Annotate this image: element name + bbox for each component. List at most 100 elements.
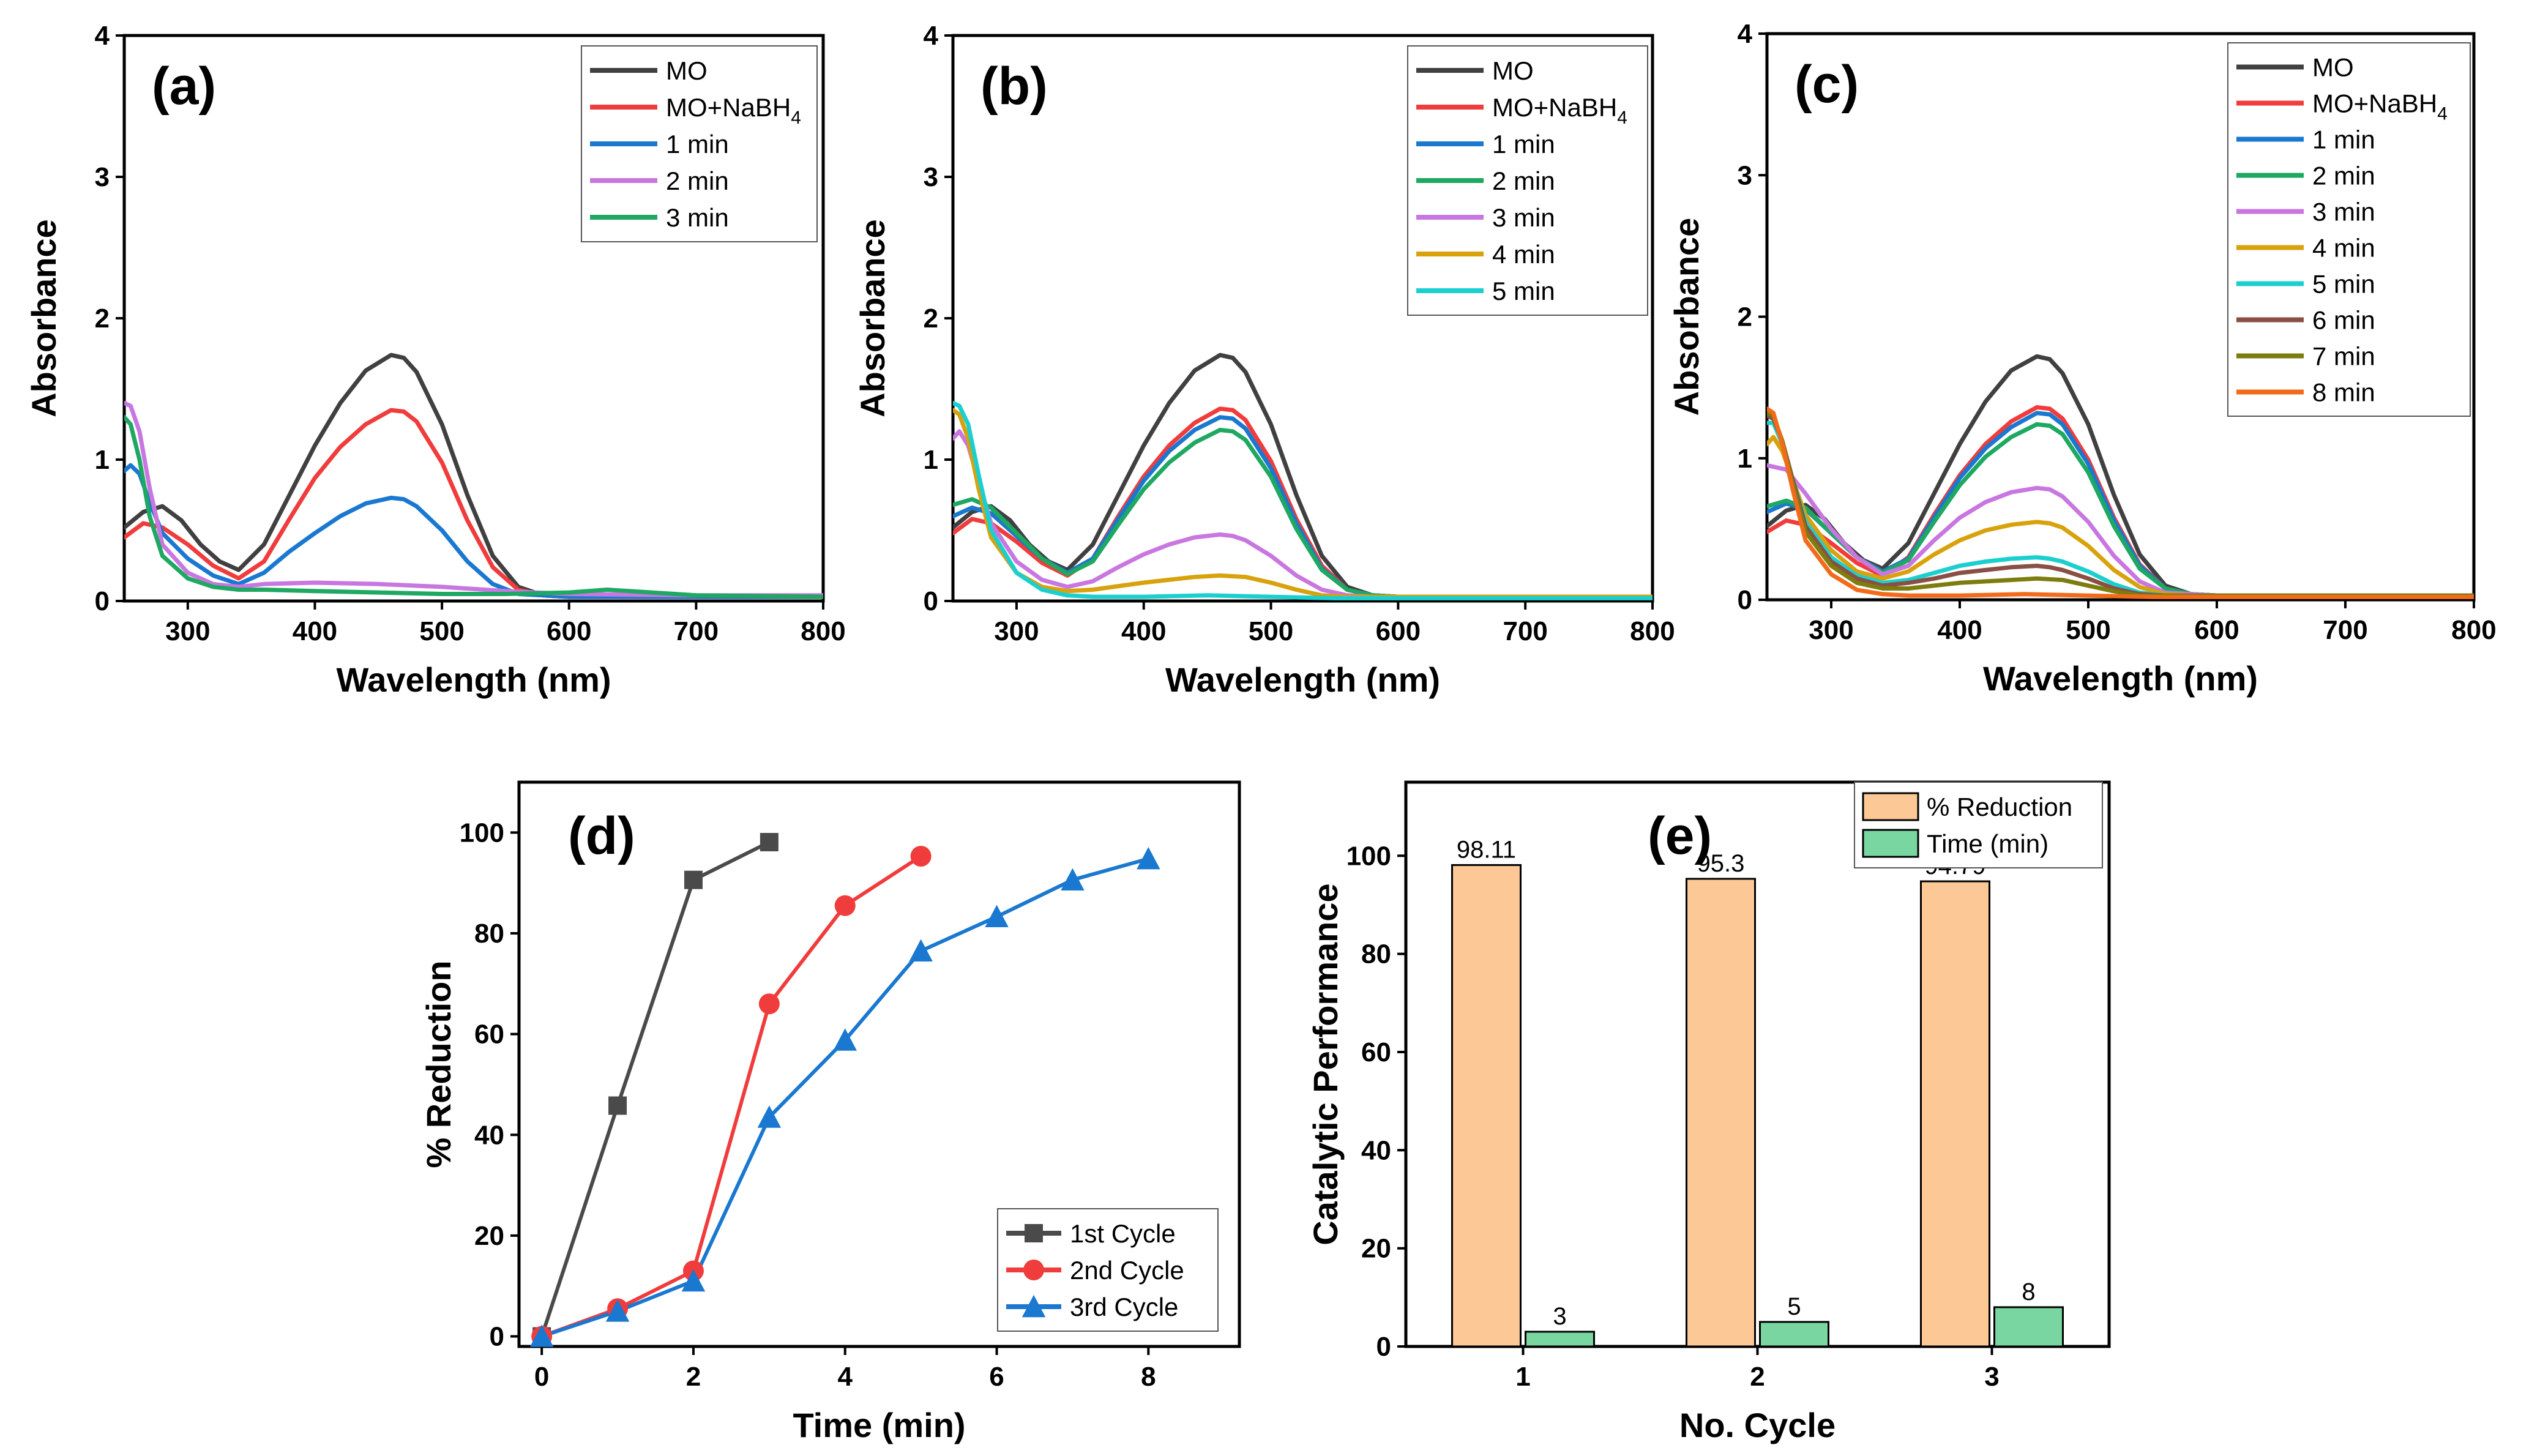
y-axis-title: Absorbance <box>24 219 63 417</box>
bar-time-2 <box>1759 1321 1829 1348</box>
y-tick-label: 100 <box>1346 841 1391 871</box>
data-point <box>834 895 856 916</box>
legend-label: 1 min <box>2312 125 2375 154</box>
y-tick-label: 80 <box>1361 939 1391 969</box>
plot-frame <box>517 780 1241 1348</box>
legend-label: Time (min) <box>1927 829 2049 858</box>
x-tick-label: 4 <box>838 1362 853 1392</box>
x-tick-label: 700 <box>674 616 719 646</box>
x-tick-label: 700 <box>1503 616 1547 646</box>
y-tick-label: 3 <box>1738 160 1752 190</box>
data-point <box>833 1028 857 1051</box>
legend-marker <box>1025 1224 1043 1242</box>
series-line-2-min <box>953 428 1653 599</box>
panel-b: 0 1 2 3 4 300 400 500 600 700 800 Wavelength (nm) Ab… <box>853 21 1675 699</box>
legend-label: MO <box>1492 56 1534 85</box>
series-line-3-min <box>124 415 823 599</box>
x-tick-label: 1 <box>1515 1362 1530 1392</box>
legend-label: 2 min <box>666 166 729 195</box>
panel-label: (d) <box>568 807 635 865</box>
legend-swatch <box>1862 829 1919 858</box>
data-point <box>757 1105 782 1128</box>
y-tick-label: 3 <box>95 162 110 192</box>
data-point <box>681 1269 706 1292</box>
x-tick-label: 2 <box>1750 1362 1765 1392</box>
x-tick-label: 600 <box>547 616 591 646</box>
y-tick-label: 60 <box>1361 1037 1391 1067</box>
series-line-1st-cycle <box>540 840 771 1338</box>
panel-label: (a) <box>152 57 216 116</box>
y-axis-title: Absorbance <box>853 219 892 417</box>
legend-label: 3 min <box>666 203 729 232</box>
bar-value-label: 98.11 <box>1457 836 1516 863</box>
panel-e: 0 20 40 60 80 100 1 2 3 No. Cycle Catalytic Perfor… <box>1306 780 2111 1444</box>
y-tick-label: 0 <box>1738 585 1752 615</box>
legend-swatch <box>1862 792 1919 821</box>
legend-label: 6 min <box>2312 306 2375 335</box>
x-tick-label: 500 <box>419 616 464 646</box>
legend-label: 5 min <box>1492 277 1555 305</box>
data-point <box>529 1324 554 1347</box>
data-point <box>1061 868 1085 890</box>
data-point <box>605 1299 630 1322</box>
x-tick-label: 6 <box>989 1362 1004 1392</box>
panel-d: 0 20 40 60 80 100 0 2 4 6 8 Time (min) % Reduction (d… <box>419 780 1241 1444</box>
y-tick-label: 80 <box>474 919 504 949</box>
x-axis-title: Time (min) <box>793 1406 965 1444</box>
y-tick-label: 3 <box>924 162 938 192</box>
y-axis-title: Catalytic Performance <box>1306 883 1345 1245</box>
data-point <box>760 832 779 851</box>
legend-marker <box>1021 1294 1046 1318</box>
panel-label: (e) <box>1648 807 1712 865</box>
x-tick-label: 800 <box>801 616 845 646</box>
x-tick-label: 600 <box>2194 615 2239 645</box>
y-tick-label: 4 <box>95 21 110 51</box>
y-tick-label: 4 <box>924 21 939 51</box>
y-tick-label: 0 <box>490 1322 504 1352</box>
x-axis-title: Wavelength (nm) <box>336 660 611 699</box>
panel-a: 0 1 2 3 4 300 400 500 600 700 800 Wavelength (nm) Ab… <box>24 21 846 699</box>
legend-label: 1 min <box>1492 130 1555 159</box>
series-line-mo <box>953 353 1653 599</box>
y-axis-title: % Reduction <box>419 960 458 1168</box>
legend-label: % Reduction <box>1927 793 2072 821</box>
x-tick-label: 800 <box>1630 616 1675 646</box>
legend-label: 2nd Cycle <box>1070 1256 1184 1285</box>
series-line-2nd-cycle <box>540 854 923 1338</box>
legend-label: 3 min <box>2312 198 2375 226</box>
data-point <box>985 905 1009 928</box>
data-point <box>1137 846 1160 870</box>
y-tick-label: 2 <box>1738 302 1752 332</box>
y-tick-label: 1 <box>95 445 110 475</box>
legend-label: 2 min <box>1492 166 1555 195</box>
data-point <box>909 939 933 962</box>
bar-reduction-1 <box>1451 864 1522 1348</box>
legend-label: 1st Cycle <box>1070 1219 1176 1248</box>
bar-time-1 <box>1525 1331 1595 1348</box>
y-tick-label: 1 <box>1738 444 1752 474</box>
x-axis-title: Wavelength (nm) <box>1165 660 1440 699</box>
data-point <box>684 870 703 889</box>
x-tick-label: 8 <box>1141 1362 1156 1392</box>
y-tick-label: 100 <box>460 818 504 848</box>
x-tick-label: 2 <box>686 1362 701 1392</box>
legend-label: 3rd Cycle <box>1070 1293 1178 1321</box>
panel-label: (b) <box>980 57 1048 116</box>
legend-marker <box>1023 1260 1044 1280</box>
x-axis-title: Wavelength (nm) <box>1983 659 2258 698</box>
data-point <box>758 993 780 1015</box>
panel-label: (c) <box>1795 55 1859 114</box>
y-tick-label: 4 <box>1738 19 1753 49</box>
bar-value-label: 5 <box>1787 1293 1801 1320</box>
bar-value-label: 8 <box>2022 1279 2035 1305</box>
data-point <box>608 1096 627 1115</box>
x-axis-title: No. Cycle <box>1679 1406 1836 1444</box>
legend-label: 4 min <box>2312 234 2375 263</box>
x-tick-label: 3 <box>1984 1362 1999 1392</box>
x-tick-label: 700 <box>2323 615 2367 645</box>
y-tick-label: 60 <box>474 1020 504 1050</box>
x-tick-label: 600 <box>1376 616 1421 646</box>
x-tick-label: 300 <box>1809 615 1853 645</box>
y-axis-title: Absorbance <box>1667 218 1706 416</box>
panel-c: 0 1 2 3 4 300 400 500 600 700 800 Wavelength (nm) Ab… <box>1667 19 2497 698</box>
